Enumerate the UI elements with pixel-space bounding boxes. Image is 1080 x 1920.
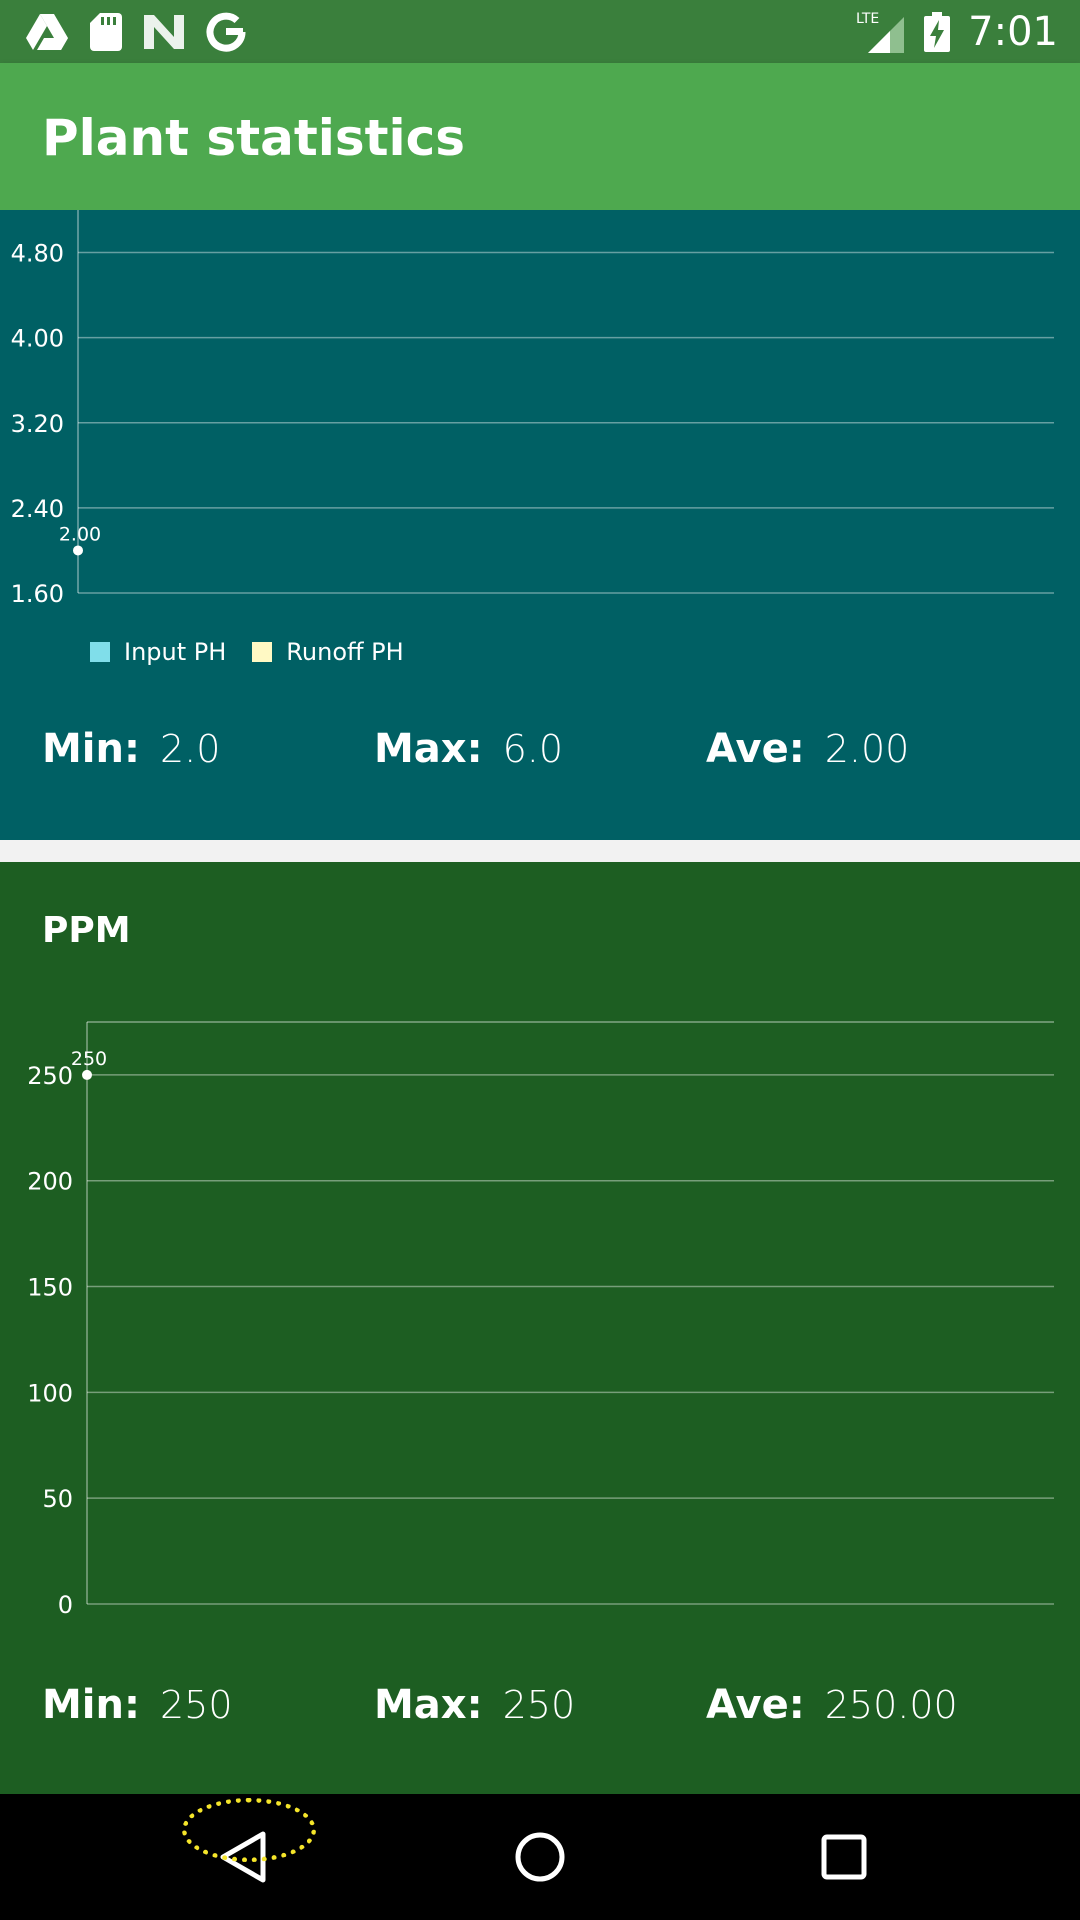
card-divider — [0, 840, 1080, 862]
y-tick-label: 4.80 — [11, 240, 64, 268]
notification-icons — [26, 10, 246, 54]
y-tick-label: 150 — [27, 1274, 73, 1302]
y-tick-label: 3.20 — [11, 410, 64, 438]
ppm-ave: Ave: 250.00 — [706, 1682, 958, 1728]
stat-label: Min: — [42, 726, 140, 772]
stat-value: 2.0 — [160, 727, 221, 771]
stat-label: Max: — [374, 726, 483, 772]
y-tick-label: 250 — [27, 1062, 73, 1090]
google-icon — [206, 12, 246, 52]
sd-card-icon — [90, 13, 122, 51]
status-bar: LTE 7:01 — [0, 0, 1080, 63]
ph-stats: Min: 2.0 Max: 6.0 Ave: 2.00 — [0, 726, 1080, 786]
system-status: LTE 7:01 — [856, 0, 1058, 63]
stat-label: Ave: — [706, 1682, 805, 1728]
legend-label: Runoff PH — [286, 638, 404, 666]
stat-value: 6.0 — [502, 727, 564, 771]
ph-max: Max: 6.0 — [374, 726, 563, 772]
y-tick-label: 50 — [42, 1485, 73, 1513]
n-icon — [144, 15, 184, 49]
clock: 7:01 — [968, 8, 1058, 55]
y-tick-label: 1.60 — [11, 580, 64, 608]
ph-min: Min: 2.0 — [42, 726, 220, 772]
back-icon — [220, 1831, 266, 1883]
drive-icon — [26, 14, 68, 50]
legend-swatch — [252, 642, 273, 662]
back-button[interactable] — [142, 1794, 342, 1920]
stat-value: 250 — [502, 1683, 576, 1727]
ppm-min: Min: 250 — [42, 1682, 233, 1728]
stat-value: 250 — [160, 1683, 233, 1727]
ppm-max: Max: 250 — [374, 1682, 575, 1728]
y-tick-label: 100 — [27, 1379, 73, 1407]
battery-charging-icon — [924, 11, 951, 52]
data-label: 2.00 — [59, 523, 101, 545]
stat-label: Min: — [42, 1682, 140, 1728]
data-label: 250 — [71, 1048, 107, 1070]
navigation-bar — [0, 1794, 1080, 1920]
lte-signal-icon: LTE — [856, 11, 905, 53]
recents-button[interactable] — [744, 1794, 944, 1920]
stat-label: Ave: — [706, 726, 805, 772]
y-tick-label: 2.40 — [11, 495, 64, 523]
y-tick-label: 200 — [27, 1168, 73, 1196]
recents-icon — [821, 1834, 867, 1880]
app-bar: Plant statistics — [0, 63, 1080, 210]
ppm-card-title: PPM — [42, 910, 131, 951]
ph-legend: Input PH Runoff PH — [90, 638, 416, 666]
data-point — [73, 545, 83, 556]
y-tick-label: 4.00 — [11, 325, 64, 353]
home-button[interactable] — [440, 1794, 640, 1920]
home-icon — [515, 1832, 565, 1882]
data-point — [82, 1069, 92, 1080]
ph-ave: Ave: 2.00 — [706, 726, 909, 772]
legend-item-input-ph: Input PH — [90, 638, 226, 666]
ph-chart: 1.60 2.40 3.20 4.00 4.80 2.00 — [11, 210, 1054, 608]
stat-value: 250.00 — [824, 1683, 958, 1727]
page-title: Plant statistics — [42, 109, 466, 167]
y-tick-label: 0 — [58, 1591, 73, 1619]
legend-item-runoff-ph: Runoff PH — [252, 638, 404, 666]
svg-text:LTE: LTE — [856, 11, 879, 27]
legend-label: Input PH — [124, 638, 227, 666]
legend-swatch — [90, 642, 110, 662]
ph-card: 1.60 2.40 3.20 4.00 4.80 2.00 Input PH Runoff… — [0, 210, 1080, 840]
stat-label: Max: — [374, 1682, 483, 1728]
ppm-stats: Min: 250 Max: 250 Ave: 250.00 — [0, 1682, 1080, 1742]
ppm-card: PPM 0 50 100 150 200 250 250 Min: 250 Max: 250… — [0, 862, 1080, 1794]
stat-value: 2.00 — [824, 727, 910, 771]
